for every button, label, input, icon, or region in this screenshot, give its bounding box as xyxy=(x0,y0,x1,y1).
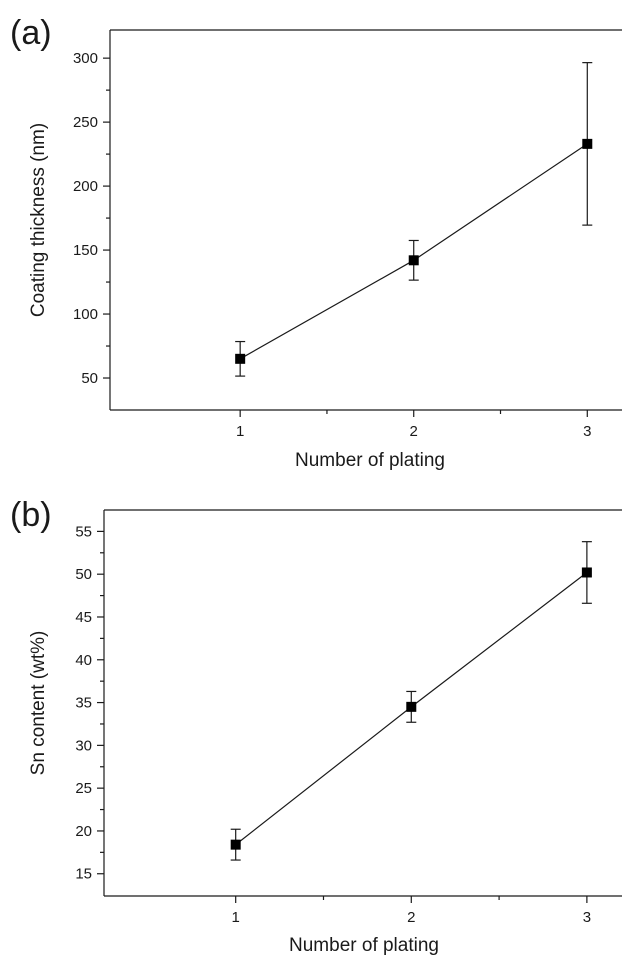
y-axis-title: Sn content (wt%) xyxy=(28,631,49,776)
y-tick-label: 20 xyxy=(75,823,92,840)
y-tick-label: 150 xyxy=(73,242,98,259)
data-point xyxy=(408,255,419,266)
chart-panel-a: (a) 50 100 150 200 250 300 1 2 3 Number of plating… xyxy=(10,14,622,471)
data-point xyxy=(581,567,592,578)
x-tick-label: 3 xyxy=(583,909,591,926)
y-tick-label: 50 xyxy=(81,370,98,387)
y-tick-label: 30 xyxy=(75,737,92,754)
y-tick-label: 200 xyxy=(73,178,98,195)
y-tick-label: 50 xyxy=(75,566,92,583)
y-tick-label: 25 xyxy=(75,780,92,797)
x-tick-label: 1 xyxy=(232,909,240,926)
panel-label: (b) xyxy=(10,496,52,534)
x-tick-label: 3 xyxy=(583,423,591,440)
y-tick-label: 40 xyxy=(75,652,92,669)
x-axis-title: Number of plating xyxy=(295,450,445,471)
data-point xyxy=(230,839,241,850)
y-tick-label: 15 xyxy=(75,866,92,883)
y-tick-label: 45 xyxy=(75,609,92,626)
y-tick-label: 55 xyxy=(75,523,92,540)
y-tick-label: 250 xyxy=(73,114,98,131)
y-tick-label: 300 xyxy=(73,50,98,67)
y-tick-label: 35 xyxy=(75,695,92,712)
y-axis-title: Coating thickness (nm) xyxy=(28,123,49,317)
x-axis-title: Number of plating xyxy=(289,935,439,955)
data-point xyxy=(406,701,417,712)
x-tick-label: 1 xyxy=(236,423,244,440)
panel-label: (a) xyxy=(10,14,52,52)
x-tick-label: 2 xyxy=(410,423,418,440)
y-tick-label: 100 xyxy=(73,306,98,323)
x-tick-label: 2 xyxy=(407,909,415,926)
chart-panel-b: (b) 15 20 25 30 35 40 45 50 55 1 2 3 Number of platin… xyxy=(10,496,622,955)
data-point xyxy=(582,138,593,149)
data-point xyxy=(235,353,246,364)
